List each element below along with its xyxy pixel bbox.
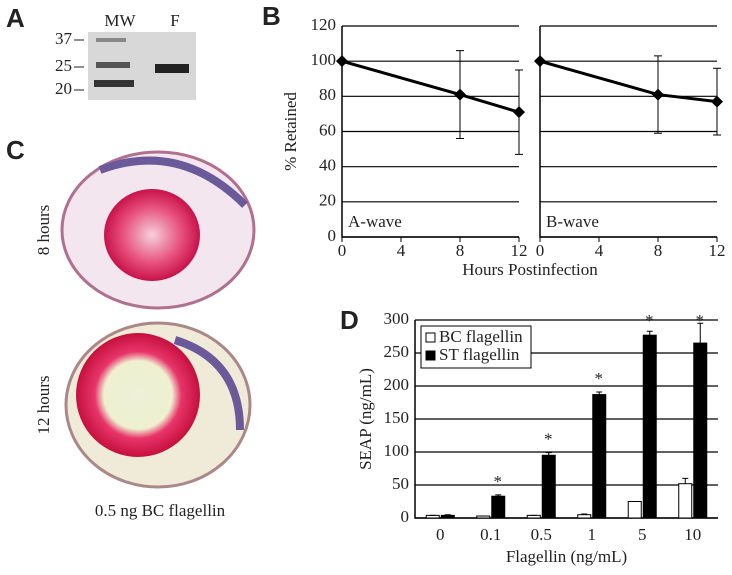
y-tick-label: 200 bbox=[384, 375, 410, 394]
time-label: 8 hours bbox=[34, 205, 53, 256]
retina bbox=[173, 336, 244, 431]
x-tick-label: 12 bbox=[511, 241, 528, 260]
bar bbox=[642, 334, 657, 519]
error-bar bbox=[581, 513, 588, 515]
x-tick-label: 0.5 bbox=[531, 525, 552, 544]
error-bar bbox=[697, 322, 704, 344]
legend-swatch bbox=[425, 350, 436, 361]
x-axis-label: Flagellin (ng/mL) bbox=[506, 547, 627, 566]
x-tick-label: 8 bbox=[654, 241, 663, 260]
significance-label: * bbox=[595, 369, 604, 388]
error-bar bbox=[545, 452, 552, 456]
y-tick-label: 80 bbox=[319, 85, 336, 104]
axis bbox=[341, 26, 519, 238]
data-point bbox=[652, 88, 664, 101]
x-tick-label: 0 bbox=[338, 241, 347, 260]
x-tick-label: 1 bbox=[588, 525, 597, 544]
bar bbox=[440, 514, 455, 519]
y-tick-label: 100 bbox=[311, 50, 337, 69]
y-tick-label: 40 bbox=[319, 156, 336, 175]
data-point bbox=[513, 106, 525, 119]
gel-band bbox=[155, 64, 189, 73]
bar bbox=[592, 394, 607, 519]
data-line bbox=[539, 59, 718, 104]
x-tick-label: 0 bbox=[436, 525, 445, 544]
y-tick-label: 150 bbox=[384, 408, 410, 427]
error-bar bbox=[444, 514, 451, 516]
error-bar bbox=[495, 494, 502, 497]
panel-letter: A bbox=[6, 3, 25, 33]
y-tick-label: 100 bbox=[384, 441, 410, 460]
data-point bbox=[454, 88, 466, 101]
gel-band bbox=[96, 38, 126, 42]
y-tick-label: 0 bbox=[401, 507, 410, 526]
legend-label: ST flagellin bbox=[439, 345, 520, 364]
axis bbox=[414, 320, 718, 519]
legend-label: BC flagellin bbox=[439, 327, 523, 346]
panel-annotation: A-wave bbox=[348, 212, 402, 231]
significance-label: * bbox=[544, 430, 553, 449]
bar bbox=[627, 501, 642, 519]
bar bbox=[678, 483, 693, 519]
panel-letter: D bbox=[340, 305, 359, 335]
y-tick-label: 300 bbox=[384, 309, 410, 328]
y-axis-label: SEAP (ng/mL) bbox=[356, 368, 375, 470]
x-axis-label: Hours Postinfection bbox=[462, 260, 598, 279]
error-bar bbox=[646, 330, 653, 336]
x-tick-label: 0.1 bbox=[480, 525, 501, 544]
x-tick-label: 0 bbox=[536, 241, 545, 260]
bar bbox=[541, 454, 556, 519]
significance-label: * bbox=[645, 311, 654, 330]
y-tick-label: 20 bbox=[319, 191, 336, 210]
lens bbox=[104, 189, 200, 281]
y-tick-label: 60 bbox=[319, 120, 336, 139]
panel-annotation: B-wave bbox=[546, 212, 599, 231]
x-tick-label: 8 bbox=[456, 241, 465, 260]
marker-label: 37 bbox=[55, 29, 73, 48]
legend-swatch bbox=[425, 332, 436, 343]
retina bbox=[98, 156, 248, 208]
data-point bbox=[534, 55, 546, 68]
marker-label: 25 bbox=[55, 56, 72, 75]
y-tick-label: 0 bbox=[328, 226, 337, 245]
y-tick-label: 120 bbox=[311, 15, 337, 34]
x-tick-label: 10 bbox=[684, 525, 701, 544]
legend-box bbox=[420, 325, 532, 369]
bar bbox=[491, 495, 506, 519]
x-tick-label: 5 bbox=[638, 525, 647, 544]
x-tick-label: 12 bbox=[709, 241, 726, 260]
panel-letter: B bbox=[262, 1, 281, 31]
axis bbox=[539, 26, 717, 238]
error-bar bbox=[682, 477, 689, 484]
lane-label: MW bbox=[104, 11, 136, 30]
time-label: 12 hours bbox=[34, 375, 53, 434]
significance-label: * bbox=[494, 472, 503, 491]
x-tick-label: 4 bbox=[397, 241, 406, 260]
gel-band bbox=[96, 62, 130, 68]
x-tick-label: 4 bbox=[595, 241, 604, 260]
lens bbox=[76, 333, 200, 457]
data-line bbox=[341, 59, 520, 114]
error-bar bbox=[596, 391, 603, 395]
bar bbox=[577, 514, 592, 519]
marker-dash bbox=[74, 39, 84, 91]
data-point bbox=[336, 55, 348, 68]
panel-letter: C bbox=[6, 135, 25, 165]
caption: 0.5 ng BC flagellin bbox=[95, 501, 226, 520]
y-axis-label: % Retained bbox=[281, 92, 300, 171]
y-tick-label: 250 bbox=[384, 342, 410, 361]
significance-label: * bbox=[696, 311, 705, 330]
marker-label: 20 bbox=[55, 79, 72, 98]
data-point bbox=[711, 95, 723, 108]
y-tick-label: 50 bbox=[392, 474, 409, 493]
lane-label: F bbox=[170, 11, 179, 30]
bar bbox=[693, 342, 708, 519]
gel-band bbox=[94, 80, 134, 87]
